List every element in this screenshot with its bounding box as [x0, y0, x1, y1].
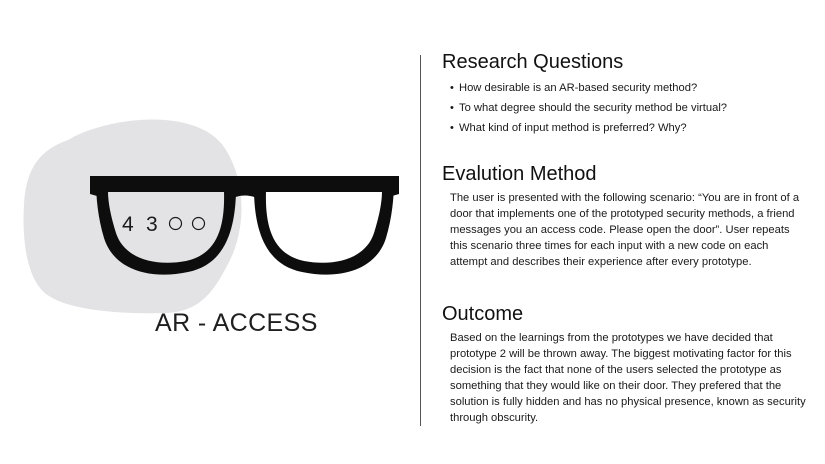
glasses-illustration: 4 3: [23, 119, 399, 314]
list-item: To what degree should the security metho…: [450, 98, 812, 118]
outcome-heading: Outcome: [442, 303, 524, 325]
vertical-divider: [420, 55, 421, 426]
outcome-section: Outcome Based on the learnings from the …: [442, 302, 806, 427]
evaluation-method-section: Evalution Method The user is presented w…: [442, 162, 806, 270]
code-slot-empty-2: [191, 216, 206, 231]
glasses-left-rim: [96, 180, 237, 275]
glasses-bridge: [230, 180, 260, 200]
evaluation-body: The user is presented with the following…: [450, 192, 800, 269]
research-heading: Research Questions: [442, 51, 624, 73]
evaluation-heading: Evalution Method: [442, 163, 597, 185]
list-item: How desirable is an AR-based security me…: [450, 78, 812, 98]
access-code-display: 4 3: [122, 213, 206, 236]
project-title: AR - ACCESS: [155, 309, 318, 337]
glasses-icon: [90, 176, 399, 275]
code-digit-2: 3: [146, 213, 158, 236]
glasses-left-temple: [90, 176, 97, 196]
content-panel: Research Questions How desirable is an A…: [442, 50, 812, 424]
research-questions-section: Research Questions How desirable is an A…: [442, 50, 812, 138]
research-list: How desirable is an AR-based security me…: [442, 78, 812, 138]
code-digit-1: 4: [122, 213, 134, 236]
illustration-panel: 4 3 AR - ACCESS: [23, 119, 399, 337]
list-item: What kind of input method is preferred? …: [450, 118, 812, 138]
outcome-body: Based on the learnings from the prototyp…: [450, 332, 806, 425]
glasses-right-rim: [253, 180, 394, 275]
code-slot-empty-1: [168, 216, 183, 231]
